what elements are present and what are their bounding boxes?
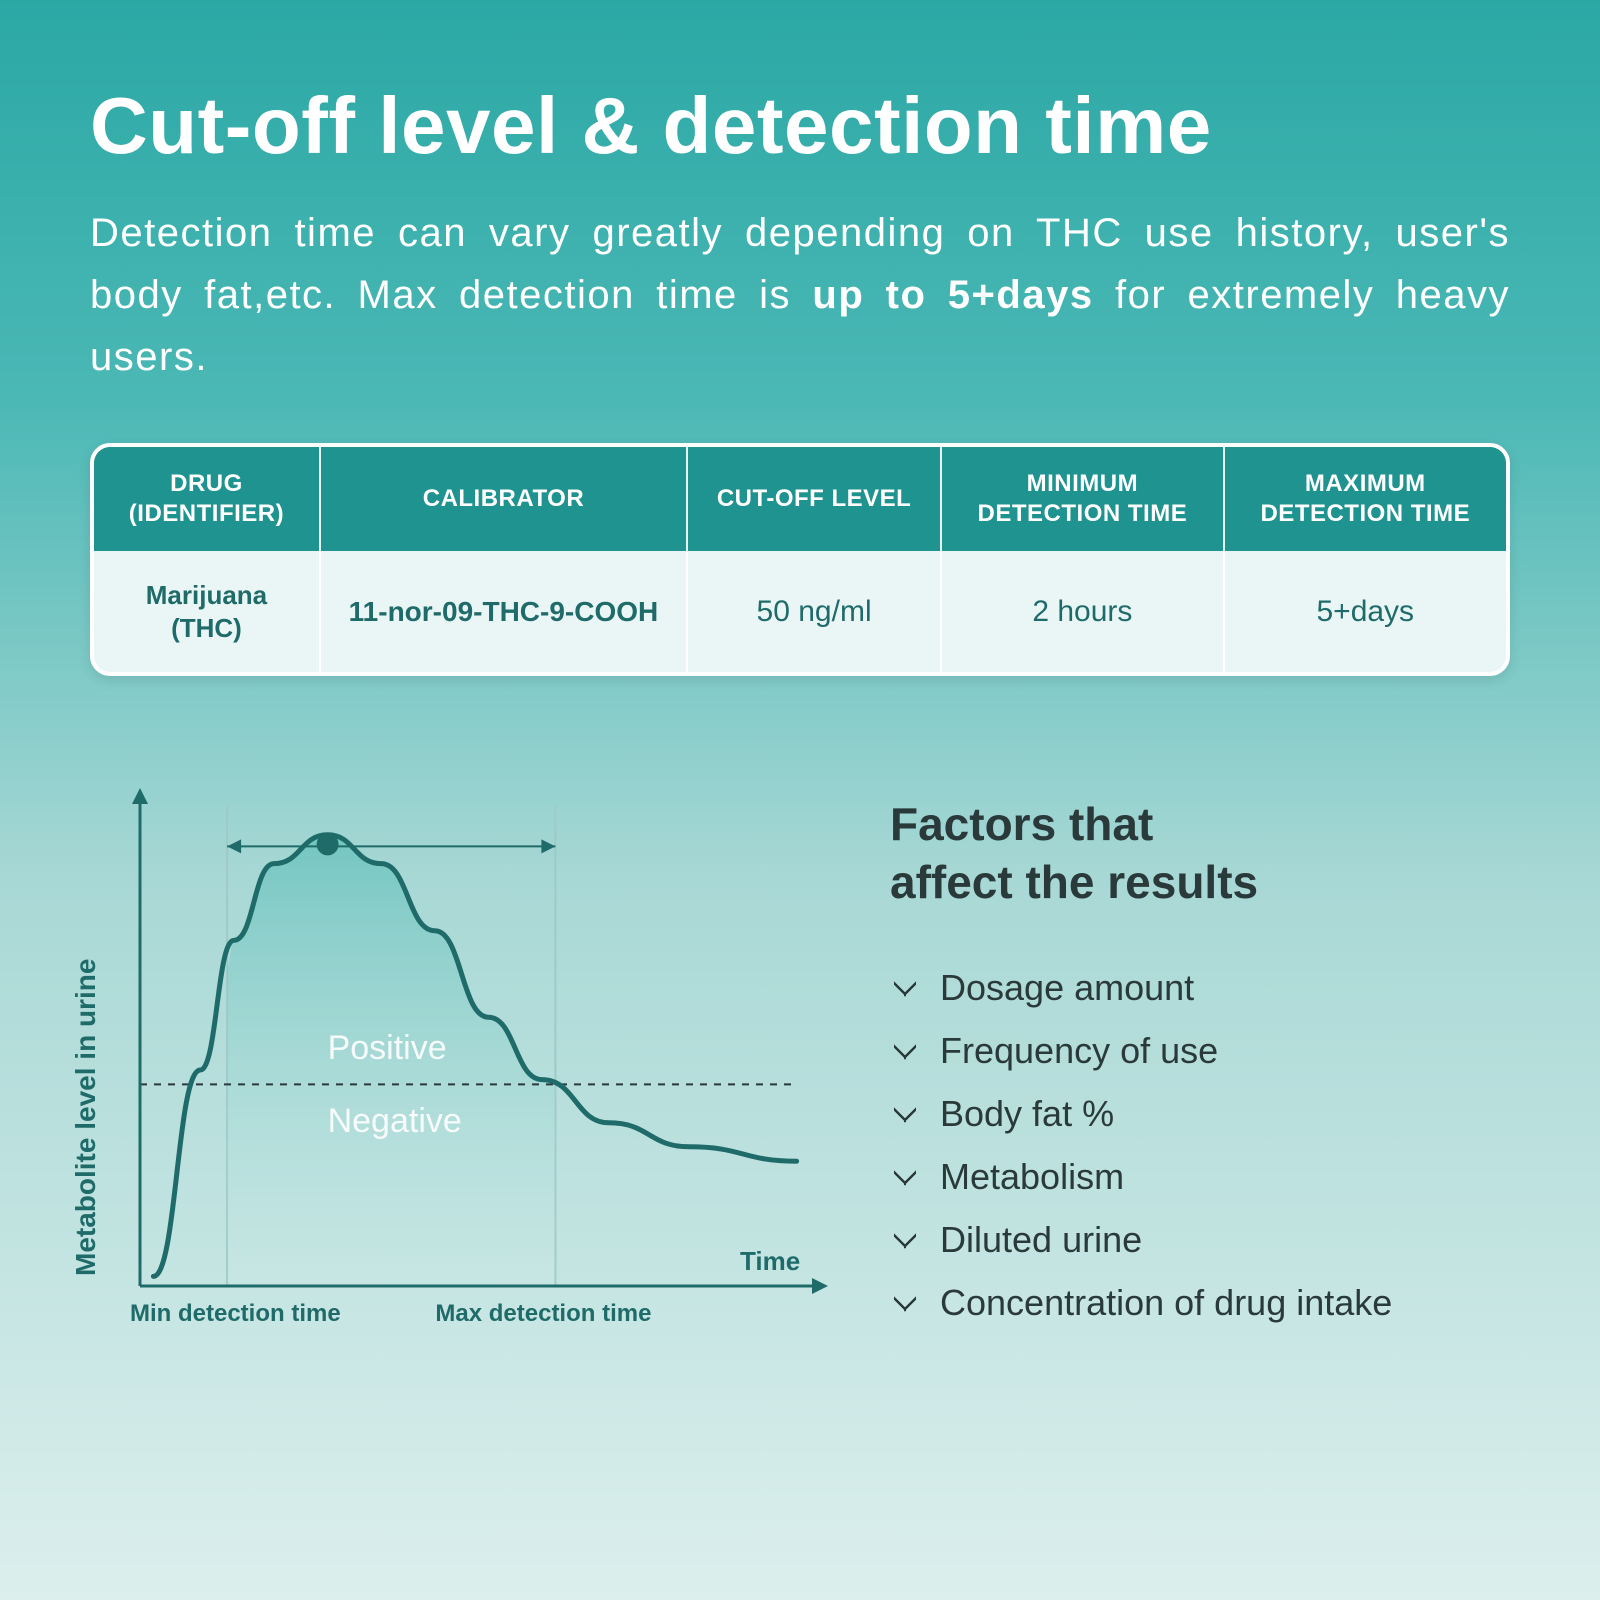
chart-x-axis-label: Time <box>740 1246 800 1277</box>
td-min: 2 hours <box>941 551 1223 672</box>
td-max: 5+days <box>1224 551 1506 672</box>
subtitle: Detection time can vary greatly dependin… <box>90 202 1510 388</box>
min-detection-label: Min detection time <box>130 1300 341 1328</box>
th-calibrator: CALIBRATOR <box>320 447 687 551</box>
factor-item: Dosage amount <box>890 956 1510 1019</box>
factor-item: Metabolism <box>890 1145 1510 1208</box>
factors-panel: Factors that affect the results Dosage a… <box>890 786 1510 1346</box>
detection-table: DRUG (IDENTIFIER) CALIBRATOR CUT-OFF LEV… <box>90 443 1510 676</box>
table-header-row: DRUG (IDENTIFIER) CALIBRATOR CUT-OFF LEV… <box>94 447 1506 551</box>
chart-svg <box>90 786 830 1346</box>
factor-item: Diluted urine <box>890 1208 1510 1271</box>
subtitle-bold: up to 5+days <box>812 273 1093 317</box>
drug-abbrev: (THC) <box>171 613 242 643</box>
factor-item: Concentration of drug intake <box>890 1271 1510 1334</box>
factors-list: Dosage amountFrequency of useBody fat %M… <box>890 956 1510 1334</box>
factors-title-l1: Factors that <box>890 798 1153 850</box>
metabolite-chart: Metabolite level in urine Positive Negat… <box>90 786 830 1346</box>
th-min: MINIMUM DETECTION TIME <box>941 447 1223 551</box>
th-cutoff: CUT-OFF LEVEL <box>687 447 941 551</box>
chart-y-axis-label: Metabolite level in urine <box>70 959 102 1276</box>
td-cutoff: 50 ng/ml <box>687 551 941 672</box>
factor-item: Body fat % <box>890 1082 1510 1145</box>
table-row: Marijuana (THC) 11-nor-09-THC-9-COOH 50 … <box>94 551 1506 672</box>
factors-title-l2: affect the results <box>890 856 1258 908</box>
negative-label: Negative <box>328 1102 462 1141</box>
td-calibrator: 11-nor-09-THC-9-COOH <box>320 551 687 672</box>
positive-label: Positive <box>328 1029 447 1068</box>
th-max: MAXIMUM DETECTION TIME <box>1224 447 1506 551</box>
td-drug: Marijuana (THC) <box>94 551 320 672</box>
th-drug: DRUG (IDENTIFIER) <box>94 447 320 551</box>
page-title: Cut-off level & detection time <box>90 80 1510 172</box>
factor-item: Frequency of use <box>890 1019 1510 1082</box>
max-detection-label: Max detection time <box>435 1300 651 1328</box>
factors-title: Factors that affect the results <box>890 796 1510 911</box>
drug-name: Marijuana <box>146 580 267 610</box>
